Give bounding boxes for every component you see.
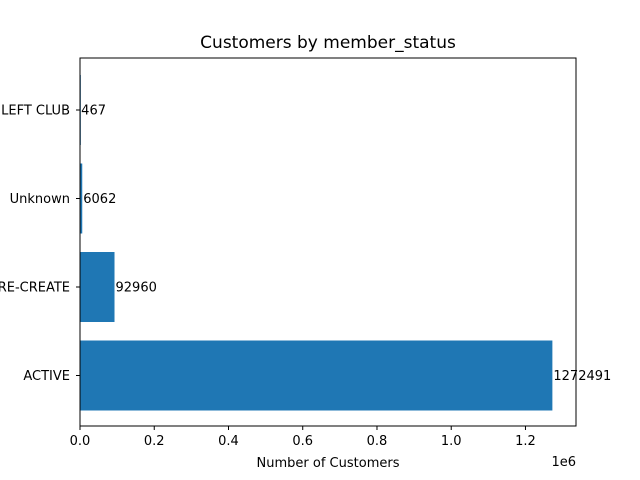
y-tick-label: ACTIVE bbox=[23, 369, 70, 384]
data-label: 467 bbox=[81, 104, 106, 119]
x-tick-label: 0.8 bbox=[367, 434, 388, 449]
x-tick-label: 1.2 bbox=[515, 434, 536, 449]
x-tick-label: 0.6 bbox=[292, 434, 313, 449]
data-label: 6062 bbox=[83, 192, 116, 207]
x-ticks: 0.0 0.2 0.4 0.6 0.8 1.0 1.2 bbox=[70, 426, 536, 449]
bar bbox=[80, 252, 115, 322]
y-tick-label: PRE-CREATE bbox=[0, 281, 70, 296]
x-axis-label: Number of Customers bbox=[257, 456, 400, 471]
chart-title: Customers by member_status bbox=[200, 33, 456, 53]
data-labels: 1272491 92960 6062 467 bbox=[81, 104, 611, 385]
data-label: 1272491 bbox=[553, 369, 611, 384]
plot-frame bbox=[79, 57, 577, 427]
x-tick-label: 0.2 bbox=[144, 434, 165, 449]
x-tick-label: 1.0 bbox=[441, 434, 462, 449]
x-offset-label: 1e6 bbox=[551, 455, 576, 470]
x-tick-label: 0.4 bbox=[218, 434, 239, 449]
y-tick-labels: ACTIVE PRE-CREATE Unknown LEFT CLUB bbox=[0, 104, 80, 384]
bars-group bbox=[80, 75, 553, 411]
x-tick-label: 0.0 bbox=[70, 434, 91, 449]
bar bbox=[80, 340, 553, 411]
y-tick-label: Unknown bbox=[10, 192, 70, 207]
bar bbox=[80, 163, 83, 234]
data-label: 92960 bbox=[116, 281, 157, 296]
y-tick-label: LEFT CLUB bbox=[1, 104, 70, 119]
